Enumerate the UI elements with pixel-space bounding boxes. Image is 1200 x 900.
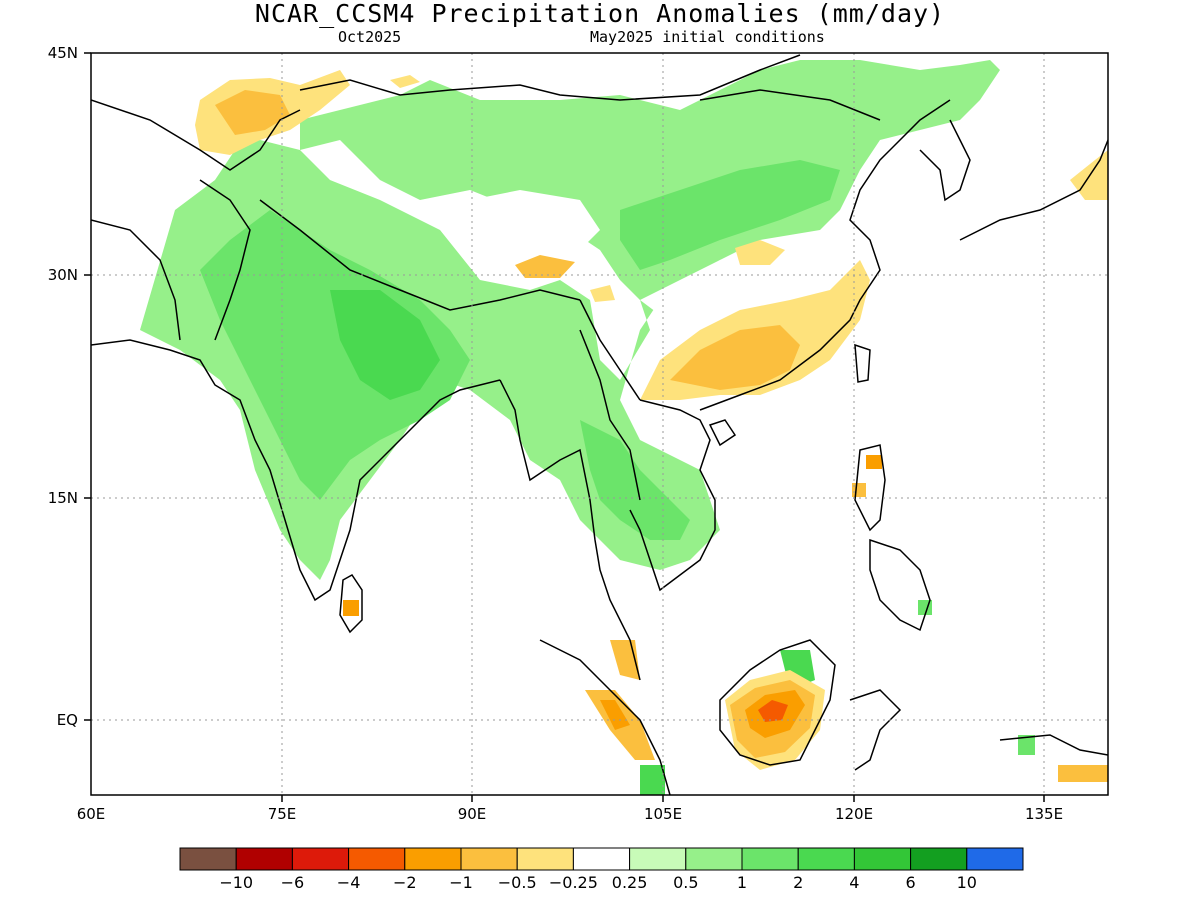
border-indochina — [579, 329, 641, 501]
anomaly-region-sri-lanka — [343, 600, 359, 616]
colorbar-swatch — [853, 847, 912, 871]
colorbar-swatch — [910, 847, 968, 871]
colorbar-label: 10 — [957, 873, 977, 892]
colorbar-swatch — [516, 847, 574, 871]
border-himalaya — [259, 199, 581, 311]
border-mongolia — [699, 89, 881, 121]
lon-tick-label: 60E — [77, 805, 106, 823]
colorbar-label: −6 — [281, 873, 305, 892]
colorbar-swatch — [741, 847, 799, 871]
coastline-sumatra — [539, 639, 671, 795]
anomaly-region-tibet-dry-patch — [590, 285, 615, 302]
border-china-south — [579, 299, 641, 401]
lon-tick-label: 75E — [268, 805, 297, 823]
gridlines — [91, 53, 1108, 795]
anomaly-region-new-guinea — [1058, 765, 1108, 782]
anomaly-region-borneo-peak — [758, 700, 788, 722]
lon-tick-label: 135E — [1025, 805, 1063, 823]
anomaly-region-central-india-core — [330, 290, 440, 400]
lat-tick-label: 15N — [48, 489, 78, 507]
anomaly-region-maluku-green — [1018, 735, 1035, 755]
lon-tick-labels: 60E 75E 90E 105E 120E 135E — [77, 805, 1063, 823]
colorbar-swatch — [404, 847, 462, 871]
anomaly-region-n-china — [620, 160, 840, 270]
coastline-philippines — [869, 538, 931, 632]
coastline-sri-lanka — [339, 574, 363, 634]
border-iran-afghanistan — [91, 219, 181, 341]
colorbar-swatch — [685, 847, 743, 871]
lon-tick-label: 120E — [835, 805, 873, 823]
colorbar-label: −0.25 — [549, 873, 598, 892]
colorbar-swatch — [629, 847, 687, 871]
colorbar-swatch — [235, 847, 293, 871]
coastline-south-china — [699, 99, 951, 411]
colorbar-label: −0.5 — [498, 873, 537, 892]
coastlines — [91, 54, 1108, 795]
coastline-borneo — [719, 639, 836, 766]
colorbar: −10 −6 −4 −2 −1 −0.5 −0.25 0.25 0.5 1 2 4 6 10 — [179, 847, 1024, 892]
anomaly-region-sumatra-south-green — [640, 765, 665, 795]
coastline-japan — [959, 139, 1108, 241]
colorbar-label: 0.5 — [673, 873, 698, 892]
anomaly-region-tibet-gap — [470, 190, 600, 260]
coastline-indochina — [629, 399, 716, 592]
colorbar-swatch — [460, 847, 518, 871]
colorbar-label: 4 — [849, 873, 859, 892]
colorbar-label: 2 — [793, 873, 803, 892]
colorbar-label: −2 — [393, 873, 417, 892]
lat-tick-label: EQ — [57, 711, 78, 729]
coastline-taiwan — [854, 343, 871, 383]
coastline-new-guinea — [999, 734, 1108, 756]
lon-tick-label: 105E — [644, 805, 682, 823]
colorbar-swatch — [179, 847, 237, 871]
colorbar-label: 0.25 — [612, 873, 648, 892]
lat-tick-label: 45N — [48, 44, 78, 62]
anomaly-region-india-core — [200, 210, 470, 500]
colorbar-label: −1 — [449, 873, 473, 892]
coastline-hainan — [708, 419, 737, 447]
colorbar-swatch — [966, 847, 1024, 871]
lon-tick-label: 90E — [458, 805, 487, 823]
lat-tick-labels: 45N 30N 15N EQ — [48, 44, 78, 729]
coastline-bay-of-bengal-east — [499, 379, 641, 681]
colorbar-swatch — [348, 847, 406, 871]
colorbar-label: −4 — [337, 873, 361, 892]
anomaly-region-china-dry-patch — [735, 240, 785, 265]
border-china-north — [299, 54, 801, 101]
anomaly-region-tianshan-core — [215, 90, 290, 135]
colorbar-swatch — [291, 847, 350, 871]
anomaly-region-luzon — [866, 455, 882, 469]
anomaly-region-tibet-dry — [515, 255, 575, 278]
colorbar-label: −10 — [219, 873, 253, 892]
colorbar-swatch — [797, 847, 855, 871]
coastline-korea — [919, 119, 971, 202]
anomaly-region-xinjiang-dry — [390, 75, 420, 88]
forecast-month: Oct2025 — [338, 28, 402, 46]
colorbar-swatch — [572, 847, 631, 871]
coastline-luzon — [854, 444, 886, 532]
map-title: NCAR_CCSM4 Precipitation Anomalies (mm/d… — [254, 0, 946, 28]
coastline-india — [91, 339, 501, 602]
colorbar-label: 6 — [906, 873, 916, 892]
colorbar-label: 1 — [737, 873, 747, 892]
anomaly-region-sumatra-core — [600, 700, 630, 730]
initial-conditions: May2025 initial conditions — [590, 28, 825, 46]
border-pakistan-india — [199, 179, 251, 341]
border-central-asia — [91, 99, 301, 171]
tick-marks — [84, 52, 1045, 802]
map-frame — [90, 52, 1109, 796]
anomaly-region-se-china-core — [670, 325, 800, 390]
lat-tick-label: 30N — [48, 266, 78, 284]
